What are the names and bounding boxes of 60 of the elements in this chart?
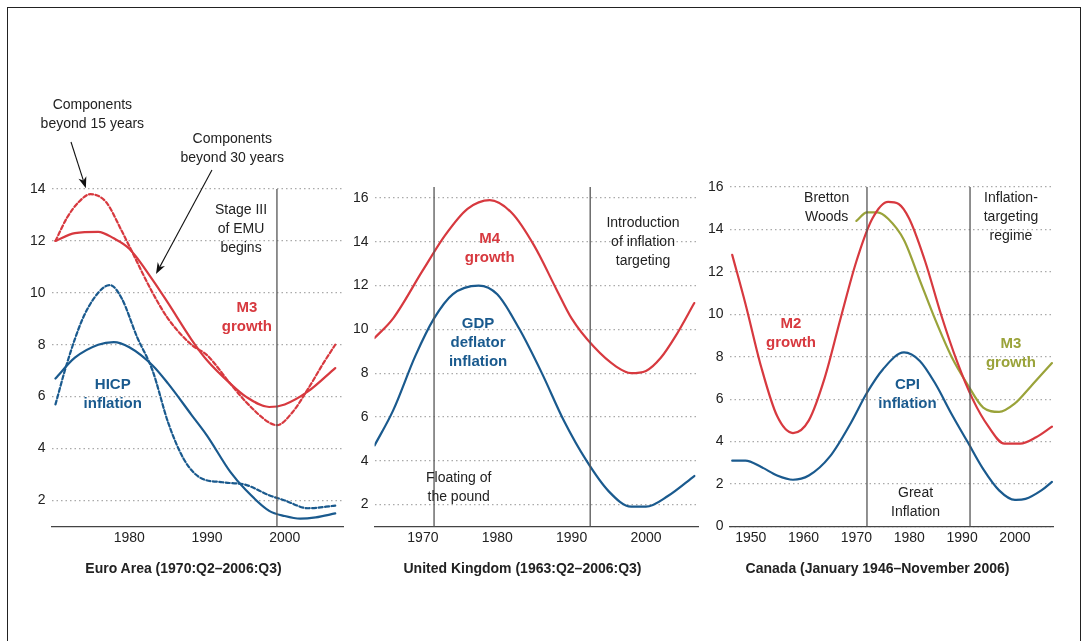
y-tick-label: 6 — [715, 389, 724, 406]
ref-line-label: Stage III of EMU begins — [214, 201, 268, 256]
x-tick-label: 1950 — [735, 528, 767, 545]
y-tick-label: 16 — [707, 177, 724, 194]
x-tick-label: 1970 — [840, 528, 873, 545]
x-tick-label: 1980 — [481, 528, 514, 545]
line-series — [731, 351, 1053, 501]
ref-line-label: Introduction of inflation targeting — [606, 214, 680, 269]
series-label: M2 growth — [766, 313, 817, 350]
y-tick-label: 14 — [352, 232, 369, 249]
y-tick-label: 10 — [29, 283, 46, 300]
y-tick-label: 0 — [715, 517, 724, 534]
text: Euro Area (1970:Q2–2006:Q3) — [85, 560, 282, 577]
series-label: M3 growth — [985, 333, 1036, 370]
line-series — [374, 284, 696, 508]
x-tick-label: 1970 — [407, 528, 439, 545]
text: Components beyond 15 years — [40, 96, 145, 132]
x-tick-label: 2000 — [269, 528, 301, 545]
x-tick-label: 1990 — [191, 528, 223, 545]
y-tick-label: 14 — [707, 220, 724, 237]
y-tick-label: 10 — [352, 320, 369, 337]
text: Canada (January 1946–November 2006) — [745, 560, 1010, 577]
x-tick-label: 1990 — [556, 528, 588, 545]
ref-line-label: Floating of the pound — [425, 468, 492, 504]
series-label: CPI inflation — [878, 374, 937, 411]
ref-line-label: Bretton Woods — [804, 188, 850, 224]
y-tick-label: 4 — [715, 432, 724, 449]
y-tick-label: 2 — [715, 474, 724, 491]
y-tick-label: 12 — [29, 231, 46, 248]
text: United Kingdom (1963:Q2–2006:Q3) — [403, 560, 642, 577]
x-tick-label: 2000 — [999, 528, 1031, 545]
y-tick-label: 4 — [360, 451, 369, 468]
y-tick-label: 8 — [715, 347, 724, 364]
x-tick-label: 1960 — [787, 528, 820, 545]
y-tick-label: 16 — [352, 188, 369, 205]
y-tick-label: 2 — [37, 491, 46, 508]
x-tick-label: 1980 — [113, 528, 146, 545]
y-tick-label: 14 — [29, 179, 46, 196]
y-tick-label: 2 — [360, 495, 369, 512]
y-tick-label: 8 — [360, 363, 369, 380]
series-label: M3 growth — [221, 297, 272, 334]
y-tick-label: 10 — [707, 305, 724, 322]
line-series — [855, 211, 1053, 413]
line-series — [374, 199, 696, 375]
series-label: HICP inflation — [83, 375, 142, 412]
y-tick-label: 6 — [360, 407, 369, 424]
x-tick-label: 1980 — [893, 528, 926, 545]
y-tick-label: 6 — [37, 387, 46, 404]
annotation: Great Inflation — [891, 484, 941, 519]
line-series — [731, 200, 1053, 445]
series-label: GDP deflator inflation — [448, 314, 508, 370]
y-tick-label: 8 — [37, 335, 46, 352]
y-tick-label: 12 — [707, 262, 724, 279]
text: Components beyond 30 years — [180, 129, 285, 165]
x-tick-label: 1990 — [946, 528, 978, 545]
x-tick-label: 2000 — [630, 528, 662, 545]
y-tick-label: 4 — [37, 439, 46, 456]
ref-line-label: Inflation-targeting regime — [983, 189, 1039, 244]
y-tick-label: 12 — [352, 276, 369, 293]
series-label: M4 growth — [464, 228, 515, 265]
